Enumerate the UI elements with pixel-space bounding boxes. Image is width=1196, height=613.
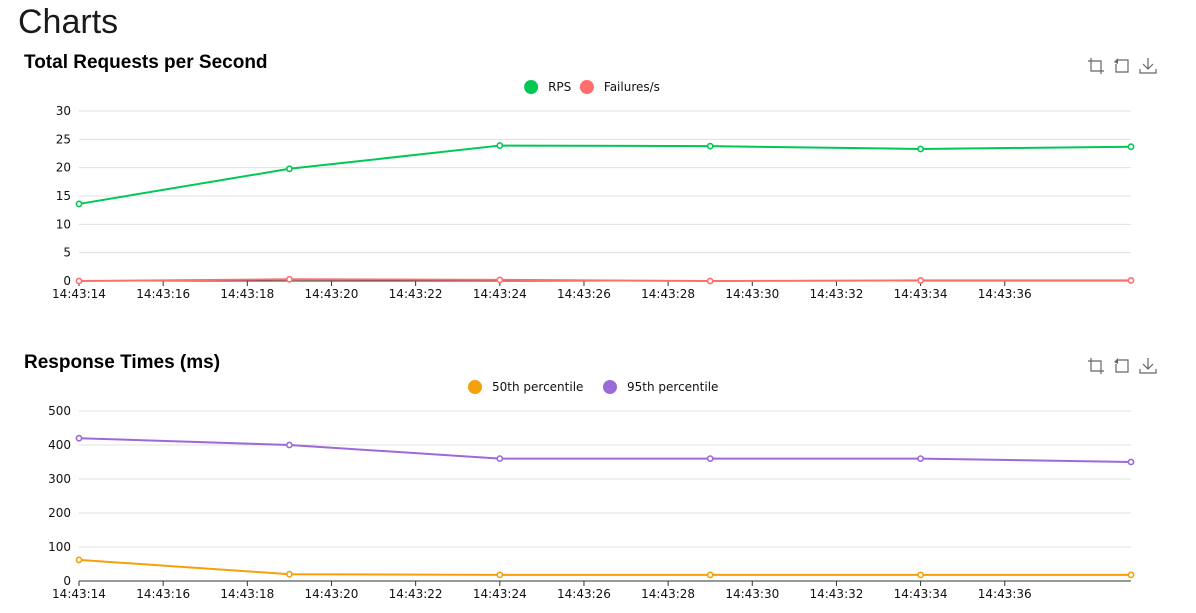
y-tick-label: 500	[48, 404, 71, 418]
data-point	[917, 571, 924, 579]
response-times-chart: Response Times (ms) 0 100 200 300 400 500 14:4…	[0, 300, 1196, 613]
legend-marker	[603, 380, 617, 394]
data-point	[285, 165, 293, 173]
data-point	[1127, 143, 1135, 151]
data-point	[75, 556, 83, 564]
x-tick-label: 14:43:18	[220, 587, 274, 601]
data-point	[285, 441, 293, 449]
chart-title: Response Times (ms)	[24, 352, 221, 373]
data-point	[917, 277, 924, 284]
rps-chart: Total Requests per Second 0 5 10 15 20 25 30 14…	[0, 0, 1196, 301]
restore-icon[interactable]	[1113, 357, 1131, 375]
y-tick-label: 20	[56, 161, 71, 175]
legend-item: 50th percentile	[468, 380, 583, 394]
legend-marker	[524, 80, 539, 94]
x-tick-label: 14:43:20	[305, 287, 359, 301]
x-tick-label: 14:43:14	[52, 287, 106, 301]
x-tick-label: 14:43:34	[894, 287, 948, 301]
zoom-icon[interactable]	[1087, 357, 1105, 375]
y-tick-label: 30	[56, 104, 71, 118]
y-tick-label: 0	[63, 574, 71, 588]
x-tick-label: 14:43:20	[305, 587, 359, 601]
chart-title: Total Requests per Second	[24, 52, 268, 73]
x-tick-label: 14:43:16	[136, 587, 190, 601]
legend-label: RPS	[548, 80, 571, 94]
y-tick-label: 25	[56, 132, 71, 146]
data-point	[706, 277, 714, 285]
x-tick-label: 14:43:26	[557, 587, 611, 601]
series-line	[78, 437, 1132, 463]
data-point	[1127, 458, 1135, 466]
y-tick-label: 200	[48, 506, 71, 520]
y-tick-label: 300	[48, 472, 71, 486]
data-point	[1127, 277, 1135, 284]
y-tick-label: 5	[63, 246, 71, 260]
download-icon[interactable]	[1139, 57, 1157, 75]
x-tick-label: 14:43:36	[978, 287, 1032, 301]
x-tick-label: 14:43:30	[725, 287, 779, 301]
legend-item: Failures/s	[579, 80, 660, 94]
data-point	[75, 434, 83, 442]
data-point	[75, 200, 83, 208]
series-line	[78, 558, 1131, 576]
y-tick-label: 400	[48, 438, 71, 452]
data-point	[496, 455, 504, 462]
data-point	[917, 145, 924, 153]
legend-item: RPS	[524, 80, 571, 94]
data-point	[706, 142, 714, 150]
data-point	[285, 275, 293, 283]
y-tick-label: 15	[56, 189, 71, 203]
legend-label: Failures/s	[604, 80, 660, 94]
legend-item: 95th percentile	[603, 380, 718, 394]
restore-icon[interactable]	[1113, 57, 1131, 75]
x-tick-label: 14:43:16	[136, 287, 190, 301]
page-title: Charts	[18, 3, 119, 41]
series-line	[78, 278, 1131, 283]
x-tick-label: 14:43:24	[473, 587, 527, 601]
chart-toolbox	[1087, 57, 1157, 75]
x-tick-label: 14:43:24	[473, 287, 527, 301]
data-point	[75, 277, 83, 285]
x-tick-label: 14:43:22	[389, 287, 443, 301]
data-point	[917, 455, 924, 462]
data-point	[496, 142, 504, 149]
data-point	[706, 571, 714, 579]
y-tick-label: 10	[56, 217, 71, 231]
chart-toolbox	[1087, 357, 1157, 375]
x-tick-label: 14:43:32	[809, 587, 863, 601]
x-tick-label: 14:43:22	[389, 587, 443, 601]
y-tick-label: 0	[63, 274, 71, 288]
data-point	[285, 570, 293, 578]
x-tick-label: 14:43:14	[52, 587, 106, 601]
data-point	[706, 455, 714, 462]
zoom-icon[interactable]	[1087, 57, 1105, 75]
x-tick-label: 14:43:30	[725, 587, 779, 601]
x-tick-label: 14:43:18	[220, 287, 274, 301]
legend-marker	[579, 80, 594, 94]
download-icon[interactable]	[1139, 357, 1157, 375]
data-point	[496, 571, 504, 579]
data-point	[496, 276, 504, 284]
x-tick-label: 14:43:32	[809, 287, 863, 301]
legend-label: 50th percentile	[492, 380, 583, 394]
y-tick-label: 100	[48, 540, 71, 554]
legend-marker	[468, 380, 482, 394]
x-tick-label: 14:43:34	[894, 587, 948, 601]
chart-plot: 0 100 200 300 400 500 14:43:14 14:43:16 14:43:18…	[48, 380, 1135, 601]
chart-plot: 0 5 10 15 20 25 30 14:43:14 14:43:16 14:43:18 14:4…	[52, 80, 1135, 301]
legend-label: 95th percentile	[627, 380, 718, 394]
series-line	[78, 144, 1132, 205]
data-point	[1127, 571, 1135, 579]
x-tick-label: 14:43:28	[641, 587, 695, 601]
x-tick-label: 14:43:26	[557, 287, 611, 301]
x-tick-label: 14:43:28	[641, 287, 695, 301]
x-tick-label: 14:43:36	[978, 587, 1032, 601]
